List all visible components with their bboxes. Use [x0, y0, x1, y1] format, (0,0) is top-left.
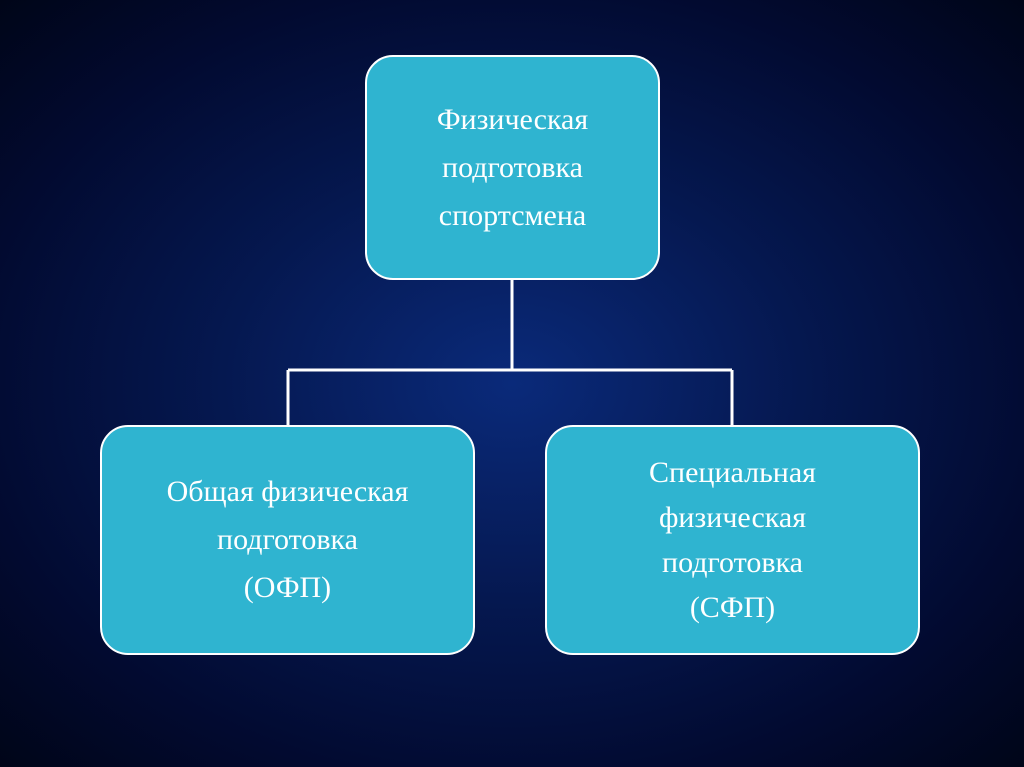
child-left-line-1: Общая физическая	[167, 468, 409, 516]
tree-diagram: Физическая подготовка спортсмена Общая ф…	[0, 0, 1024, 767]
root-line-2: подготовка	[442, 144, 583, 192]
root-line-3: спортсмена	[439, 192, 586, 240]
child-right-line-1: Специальная	[649, 450, 816, 495]
child-left-line-3: (ОФП)	[244, 564, 331, 612]
root-line-1: Физическая	[437, 96, 588, 144]
child-right-line-3: подготовка	[662, 540, 803, 585]
child-left-node: Общая физическая подготовка (ОФП)	[100, 425, 475, 655]
child-right-line-4: (СФП)	[690, 585, 775, 630]
child-left-line-2: подготовка	[217, 516, 358, 564]
child-right-line-2: физическая	[659, 495, 806, 540]
child-right-node: Специальная физическая подготовка (СФП)	[545, 425, 920, 655]
root-node: Физическая подготовка спортсмена	[365, 55, 660, 280]
